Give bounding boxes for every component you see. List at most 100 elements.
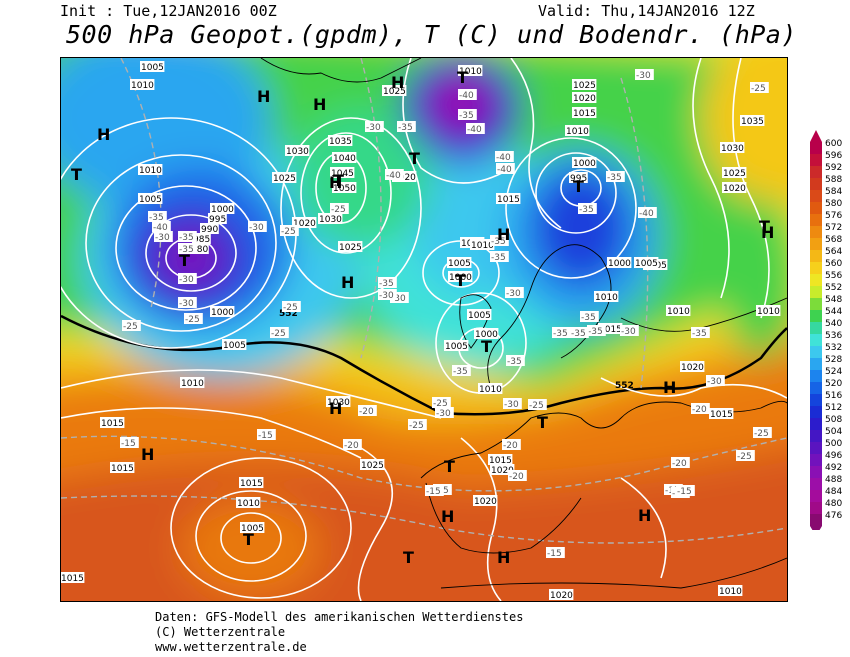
legend-swatch xyxy=(810,250,822,262)
temperature-label-bg xyxy=(587,325,606,336)
temperature-label: -35 xyxy=(553,329,568,339)
legend-swatch xyxy=(810,478,822,490)
isobar-label-bg xyxy=(467,309,492,320)
temperature-label-bg xyxy=(691,327,710,338)
isobar-label-bg xyxy=(328,135,353,146)
legend-swatch xyxy=(810,166,822,178)
temperature-label-bg xyxy=(502,439,521,450)
temperature-label-bg xyxy=(390,292,409,303)
temperature-label-bg xyxy=(606,171,625,182)
legend-swatch xyxy=(810,154,822,166)
isobar-label-bg xyxy=(61,572,85,583)
temperature-label: -40 xyxy=(153,223,168,233)
temperature-label-bg xyxy=(466,123,485,134)
isobar-label: 1030 xyxy=(327,398,350,408)
legend-value: 524 xyxy=(825,367,842,377)
isobar-label-bg xyxy=(239,477,264,488)
legend-value: 600 xyxy=(825,139,842,149)
temperature-label-bg xyxy=(154,231,173,242)
legend-value: 588 xyxy=(825,175,842,185)
legend-value: 516 xyxy=(825,391,842,401)
isobar-label: 1000 xyxy=(475,330,498,340)
legend-swatch xyxy=(810,286,822,298)
isobar-label: 1020 xyxy=(550,591,573,601)
temperature-label-bg xyxy=(282,301,301,312)
isobar-label: 1015 xyxy=(61,574,84,584)
isobar-label: 1015 xyxy=(101,419,124,429)
footer-website: www.wetterzentrale.de xyxy=(155,640,307,654)
temperature-label-bg xyxy=(490,251,509,262)
temperature-label-bg xyxy=(248,221,267,232)
isobar-label: 1020 xyxy=(573,94,596,104)
temperature-label: -20 xyxy=(503,441,518,451)
legend-value: 556 xyxy=(825,271,842,281)
temperature-label: -35 xyxy=(491,253,506,263)
legend-value: 528 xyxy=(825,355,842,365)
isobar-label: 1005 xyxy=(241,524,264,534)
isobar-label-bg xyxy=(192,233,211,244)
isobar-label-bg xyxy=(292,217,317,228)
isobar-label: 1035 xyxy=(329,137,352,147)
legend-min-arrow xyxy=(810,526,822,530)
high-pressure-symbol: H xyxy=(638,506,651,525)
temperature-label: -30 xyxy=(621,327,636,337)
temperature-label: -25 xyxy=(751,84,766,94)
legend-swatch xyxy=(810,190,822,202)
isobar-label-bg xyxy=(338,241,363,252)
temperature-label-bg xyxy=(671,457,690,468)
isobar-label: 990 xyxy=(201,225,218,235)
legend-swatch xyxy=(810,394,822,406)
temperature-label-bg xyxy=(280,225,299,236)
legend-swatch xyxy=(810,406,822,418)
isobar-label-bg xyxy=(447,257,472,268)
legend-value: 488 xyxy=(825,475,842,485)
temperature-label: -40 xyxy=(497,165,512,175)
footer-data-source: Daten: GFS-Modell des amerikanischen Wet… xyxy=(155,610,524,624)
temperature-label: -40 xyxy=(386,171,401,181)
legend-value: 580 xyxy=(825,199,842,209)
high-pressure-symbol: H xyxy=(441,507,454,526)
temperature-label-bg xyxy=(408,419,427,430)
temperature-label-bg xyxy=(570,327,589,338)
isobar-label: 1010 xyxy=(479,385,502,395)
isobar-label: 1020 xyxy=(681,363,704,373)
high-pressure-symbol: H xyxy=(663,378,676,397)
isobar-label: 1030 xyxy=(721,144,744,154)
isobar-label-bg xyxy=(565,125,590,136)
legend-swatch xyxy=(810,322,822,334)
temperature-label: -30 xyxy=(155,233,170,243)
isobar-label: 1050 xyxy=(333,184,356,194)
low-pressure-symbol: T xyxy=(455,271,466,290)
isobar-label-bg xyxy=(180,377,205,388)
temperature-label: -30 xyxy=(366,123,381,133)
temperature-label: -20 xyxy=(344,441,359,451)
low-pressure-symbol: T xyxy=(481,337,492,356)
isobar-label-bg xyxy=(318,213,343,224)
temperature-label-bg xyxy=(736,450,755,461)
temperature-label: -35 xyxy=(453,367,468,377)
legend-value: 504 xyxy=(825,427,842,437)
legend-swatch xyxy=(810,454,822,466)
temperature-label-bg xyxy=(676,485,695,496)
isobar-label-bg xyxy=(208,213,227,224)
isobar-label: 1015 xyxy=(497,195,520,205)
high-pressure-symbol: H xyxy=(497,225,510,244)
isobar-label-bg xyxy=(680,361,705,372)
isobar-label-bg xyxy=(478,383,503,394)
isobar-label-bg xyxy=(572,92,597,103)
temperature-label: -35 xyxy=(179,245,194,255)
legend-value: 496 xyxy=(825,451,842,461)
isobar-label-bg xyxy=(332,182,357,193)
temperature-label-bg xyxy=(385,169,404,180)
temperature-label-bg xyxy=(435,407,454,418)
high-pressure-symbol: H xyxy=(391,73,404,92)
temperature-label: -40 xyxy=(496,153,511,163)
isobar-label-bg xyxy=(594,291,619,302)
temperature-label-bg xyxy=(552,327,571,338)
isobar-label-bg xyxy=(488,454,513,465)
legend-swatch xyxy=(810,418,822,430)
temperature-label-bg xyxy=(257,429,276,440)
legend-value: 500 xyxy=(825,439,842,449)
legend-value: 596 xyxy=(825,151,842,161)
